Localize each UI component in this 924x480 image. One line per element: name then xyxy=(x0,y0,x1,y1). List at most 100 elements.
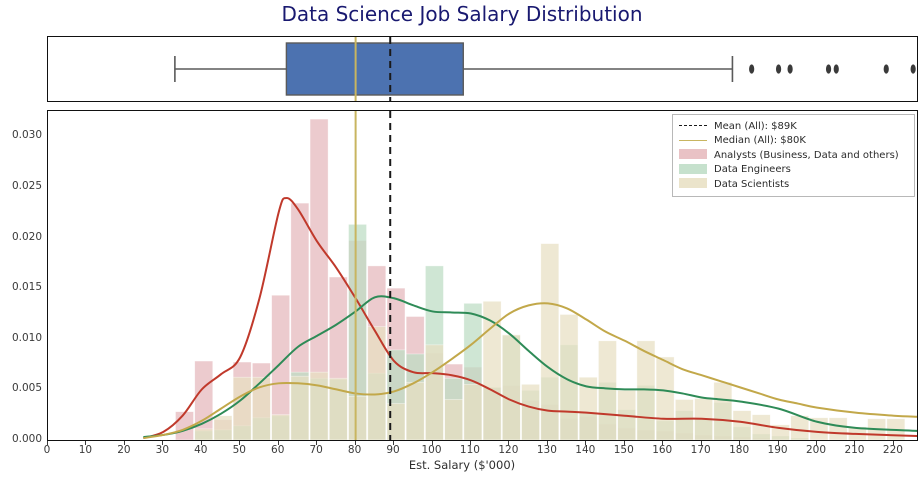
kde-curve-1 xyxy=(143,295,917,438)
outlier-point xyxy=(910,64,916,74)
x-tick-mark xyxy=(854,441,856,445)
hist-bar xyxy=(598,340,617,440)
x-tick-label: 10 xyxy=(78,444,93,456)
outlier-point xyxy=(749,64,755,74)
x-tick-mark xyxy=(393,441,395,445)
x-tick-mark xyxy=(277,441,279,445)
x-tick-label: 220 xyxy=(882,444,903,456)
x-tick-label: 150 xyxy=(613,444,634,456)
x-tick-mark xyxy=(892,441,894,445)
x-tick-mark xyxy=(47,441,48,445)
x-tick-mark xyxy=(239,441,241,445)
x-tick-label: 0 xyxy=(43,444,51,456)
hist-bar xyxy=(309,118,329,440)
legend-key-icon xyxy=(679,120,707,132)
hist-bar xyxy=(463,383,483,440)
x-tick-label: 160 xyxy=(652,444,673,456)
hist-bar xyxy=(732,410,752,440)
hist-bar xyxy=(367,326,387,440)
x-tick-label: 180 xyxy=(729,444,750,456)
legend-swatch xyxy=(679,163,707,174)
y-tick-label: 0.010 xyxy=(11,331,42,344)
hist-bar xyxy=(559,314,579,440)
legend-label: Median (All): $80K xyxy=(714,135,806,147)
hist-bar xyxy=(290,375,310,440)
x-tick-mark xyxy=(623,441,625,445)
legend-item: Mean (All): $89K xyxy=(679,119,908,134)
page-title: Data Science Job Salary Distribution xyxy=(281,2,643,26)
x-tick-label: 90 xyxy=(386,444,400,456)
x-tick-label: 50 xyxy=(232,444,246,456)
legend-item: Data Scientists xyxy=(679,177,908,192)
chart-legend: Mean (All): $89K Median (All): $80K Analys… xyxy=(672,114,915,197)
legend-swatch xyxy=(679,149,707,160)
legend-label: Mean (All): $89K xyxy=(714,120,797,132)
x-tick-mark xyxy=(739,441,741,445)
boxplot-panel xyxy=(47,36,918,102)
x-tick-mark xyxy=(200,441,202,445)
hist-bar xyxy=(271,414,290,440)
legend-key-icon xyxy=(679,178,707,190)
hist-bar xyxy=(828,417,848,440)
legend-item: Data Engineers xyxy=(679,163,908,178)
x-tick-label: 20 xyxy=(117,444,131,456)
x-tick-mark xyxy=(816,441,818,445)
hist-bar xyxy=(501,334,521,440)
x-tick-label: 210 xyxy=(844,444,865,456)
outlier-point xyxy=(825,64,832,74)
outlier-point xyxy=(775,64,782,74)
legend-label: Analysts (Business, Data and others) xyxy=(714,149,899,161)
x-tick-label: 110 xyxy=(459,444,480,456)
y-tick-label: 0.015 xyxy=(11,281,42,294)
y-tick-label: 0.005 xyxy=(11,382,42,395)
histogram-panel xyxy=(47,110,918,441)
x-tick-mark xyxy=(354,441,356,445)
hist-bar xyxy=(405,381,425,440)
x-tick-mark xyxy=(546,441,548,445)
hist-bar xyxy=(232,376,252,440)
hist-bar xyxy=(540,243,560,440)
hist-bar xyxy=(348,396,367,440)
x-tick-label: 170 xyxy=(690,444,711,456)
x-tick-label: 100 xyxy=(421,444,442,456)
legend-swatch xyxy=(679,178,707,189)
hist-bar xyxy=(425,344,444,440)
hist-bar xyxy=(309,371,329,440)
hist-bar xyxy=(482,300,502,440)
hist-bar xyxy=(213,415,233,440)
x-tick-label: 40 xyxy=(194,444,208,456)
x-tick-mark xyxy=(585,441,587,445)
legend-item: Median (All): $80K xyxy=(679,134,908,149)
kde-curve-2 xyxy=(143,302,917,439)
hist-bar xyxy=(751,414,771,440)
y-tick-label: 0.025 xyxy=(11,179,42,192)
x-tick-mark xyxy=(508,441,510,445)
x-tick-label: 140 xyxy=(575,444,596,456)
x-tick-label: 30 xyxy=(155,444,170,456)
legend-key-icon xyxy=(679,163,707,176)
hist-bar xyxy=(194,360,214,440)
hist-bar xyxy=(348,224,367,440)
x-tick-label: 120 xyxy=(498,444,519,456)
y-tick-label: 0.030 xyxy=(11,129,42,142)
x-axis-label: Est. Salary ($'000) xyxy=(408,458,516,472)
outlier-point xyxy=(833,64,839,74)
legend-key-icon xyxy=(679,149,707,161)
y-tick-label: 0.000 xyxy=(11,433,42,445)
boxplot-svg xyxy=(174,37,916,101)
hist-bar xyxy=(328,377,348,440)
legend-line xyxy=(679,139,707,141)
x-tick-mark xyxy=(662,441,664,445)
hist-bar xyxy=(521,383,540,440)
hist-bar xyxy=(713,381,733,440)
x-tick-label: 200 xyxy=(805,444,827,456)
x-tick-mark xyxy=(316,441,318,445)
hist-bar xyxy=(271,294,290,440)
y-tick-label: 0.020 xyxy=(11,230,42,243)
legend-label: Data Engineers xyxy=(714,164,791,176)
x-tick-label: 60 xyxy=(271,444,285,456)
legend-label: Data Scientists xyxy=(714,178,790,190)
outlier-point xyxy=(787,64,793,74)
x-tick-mark xyxy=(123,441,125,445)
hist-bar xyxy=(194,428,214,440)
